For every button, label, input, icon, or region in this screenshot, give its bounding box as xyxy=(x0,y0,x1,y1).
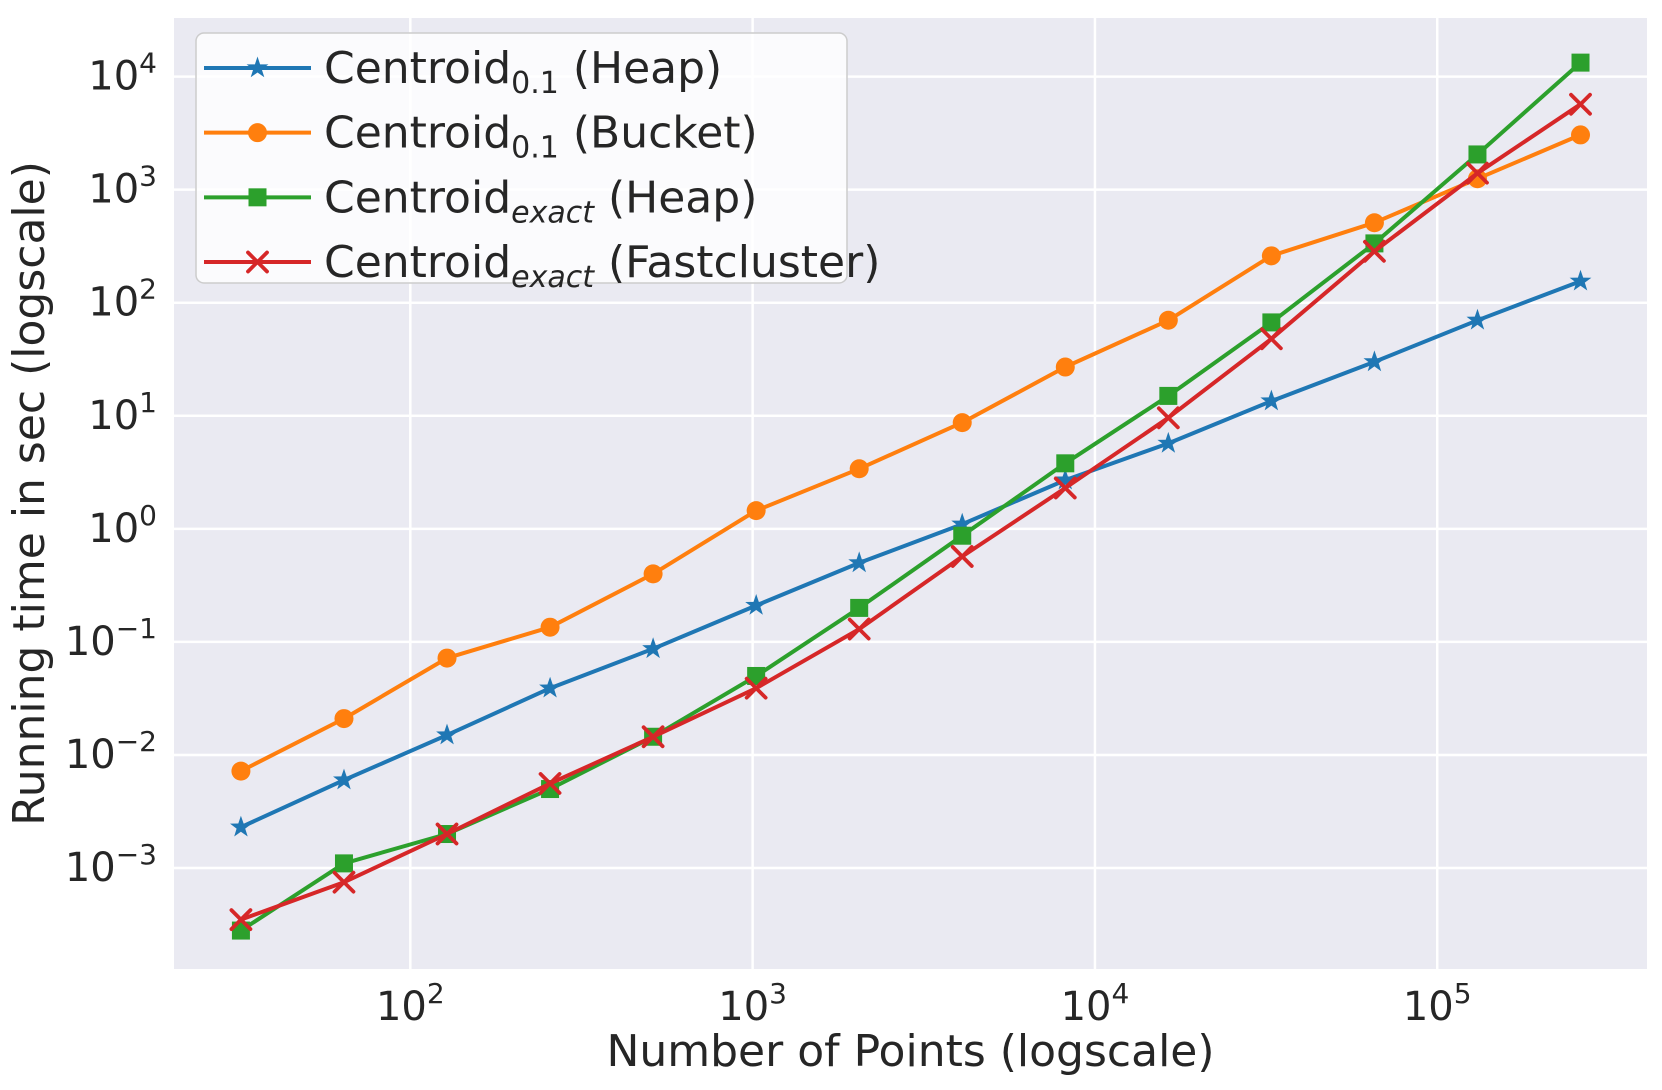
legend-label: Centroid0.1 (Bucket) xyxy=(324,108,758,166)
series-line-centroid-exact-fastcluster xyxy=(240,102,1582,922)
data-point-marker xyxy=(1569,269,1592,291)
data-point-marker xyxy=(248,123,267,143)
legend-label: Centroidexact (Fastcluster) xyxy=(324,237,880,295)
y-tick-label: 10−2 xyxy=(65,725,157,778)
series-line-centroid-0-1-heap xyxy=(240,279,1582,830)
x-tick-label: 103 xyxy=(718,977,787,1030)
legend-label: Centroidexact (Heap) xyxy=(324,172,757,230)
legend-item-centroid-exact-fastcluster: Centroidexact (Fastcluster) xyxy=(204,237,880,295)
data-point-marker xyxy=(745,594,768,615)
data-point-marker xyxy=(1156,406,1180,430)
data-point-marker xyxy=(848,551,871,573)
data-point-marker xyxy=(332,870,356,894)
data-point-marker xyxy=(849,459,869,479)
data-point-marker xyxy=(437,648,457,668)
data-point-marker xyxy=(1364,213,1384,233)
data-point-marker xyxy=(334,709,354,729)
data-point-marker xyxy=(246,250,269,274)
data-point-marker xyxy=(1363,239,1386,263)
data-point-marker xyxy=(1157,431,1180,453)
data-point-marker xyxy=(641,725,665,749)
legend-item-centroid-0-1-bucket: Centroid0.1 (Bucket) xyxy=(204,108,758,166)
series-centroid-exact-fastcluster xyxy=(229,92,1592,932)
data-point-marker xyxy=(643,564,663,584)
y-tick-label: 103 xyxy=(88,160,157,213)
y-tick-label: 104 xyxy=(88,47,157,100)
data-point-marker xyxy=(746,501,766,521)
data-point-marker xyxy=(1260,389,1283,411)
data-point-marker xyxy=(1571,125,1591,145)
data-point-marker xyxy=(1571,53,1590,72)
y-tick-label: 101 xyxy=(88,386,157,439)
series-line-centroid-0-1-bucket xyxy=(239,133,1582,773)
y-tick-label: 102 xyxy=(88,273,157,326)
data-point-marker xyxy=(1261,246,1281,266)
data-point-marker xyxy=(248,188,267,207)
data-point-marker xyxy=(333,768,355,790)
data-point-marker xyxy=(1259,327,1283,351)
data-point-marker xyxy=(435,822,459,846)
data-point-marker xyxy=(953,526,972,545)
series-centroid-0-1-bucket xyxy=(231,125,1591,781)
y-tick-label: 100 xyxy=(88,499,157,552)
data-point-marker xyxy=(952,413,972,433)
data-point-marker xyxy=(1467,169,1487,189)
data-point-marker xyxy=(230,815,252,837)
data-point-marker xyxy=(1468,145,1487,164)
data-point-marker xyxy=(1466,161,1489,185)
legend-box xyxy=(195,32,848,284)
x-tick-label: 104 xyxy=(1061,977,1130,1030)
data-point-marker xyxy=(1363,350,1386,372)
data-point-marker xyxy=(231,761,251,781)
x-tick-label: 102 xyxy=(376,977,445,1030)
data-point-marker xyxy=(436,723,458,745)
data-point-marker xyxy=(1054,468,1077,490)
data-point-marker xyxy=(747,666,766,685)
series-centroid-0-1-heap xyxy=(230,269,1592,837)
data-point-marker xyxy=(1466,308,1489,330)
y-tick-label: 10−3 xyxy=(65,838,157,891)
data-point-marker xyxy=(847,617,871,641)
data-point-marker xyxy=(539,676,561,698)
data-point-marker xyxy=(229,908,253,932)
data-point-marker xyxy=(1053,476,1077,500)
data-point-marker xyxy=(1056,454,1075,473)
data-point-marker xyxy=(1262,313,1281,332)
data-point-marker xyxy=(642,637,664,659)
data-point-marker xyxy=(334,854,353,873)
data-point-marker xyxy=(951,512,974,534)
legend-label: Centroid0.1 (Heap) xyxy=(324,43,722,101)
y-tick-label: 10−1 xyxy=(65,612,157,665)
data-point-marker xyxy=(1055,357,1075,377)
legend-item-centroid-exact-heap: Centroidexact (Heap) xyxy=(204,172,757,230)
data-point-marker xyxy=(1158,310,1178,330)
legend-item-centroid-0-1-heap: Centroid0.1 (Heap) xyxy=(204,43,722,101)
data-point-marker xyxy=(540,617,560,637)
data-point-marker xyxy=(744,676,768,700)
x-tick-label: 105 xyxy=(1403,977,1472,1030)
y-axis-label: Running time in sec (logscale) xyxy=(4,161,55,826)
x-axis-label: Number of Points (logscale) xyxy=(606,1026,1214,1077)
data-point-marker xyxy=(950,545,974,568)
data-point-marker xyxy=(246,56,269,78)
data-point-marker xyxy=(1569,92,1592,116)
legend: Centroid0.1 (Heap) Centroid0.1 (Bucket) Ce… xyxy=(195,32,880,295)
data-point-marker xyxy=(538,772,562,795)
data-point-marker xyxy=(850,598,869,617)
data-point-marker xyxy=(1159,386,1178,405)
